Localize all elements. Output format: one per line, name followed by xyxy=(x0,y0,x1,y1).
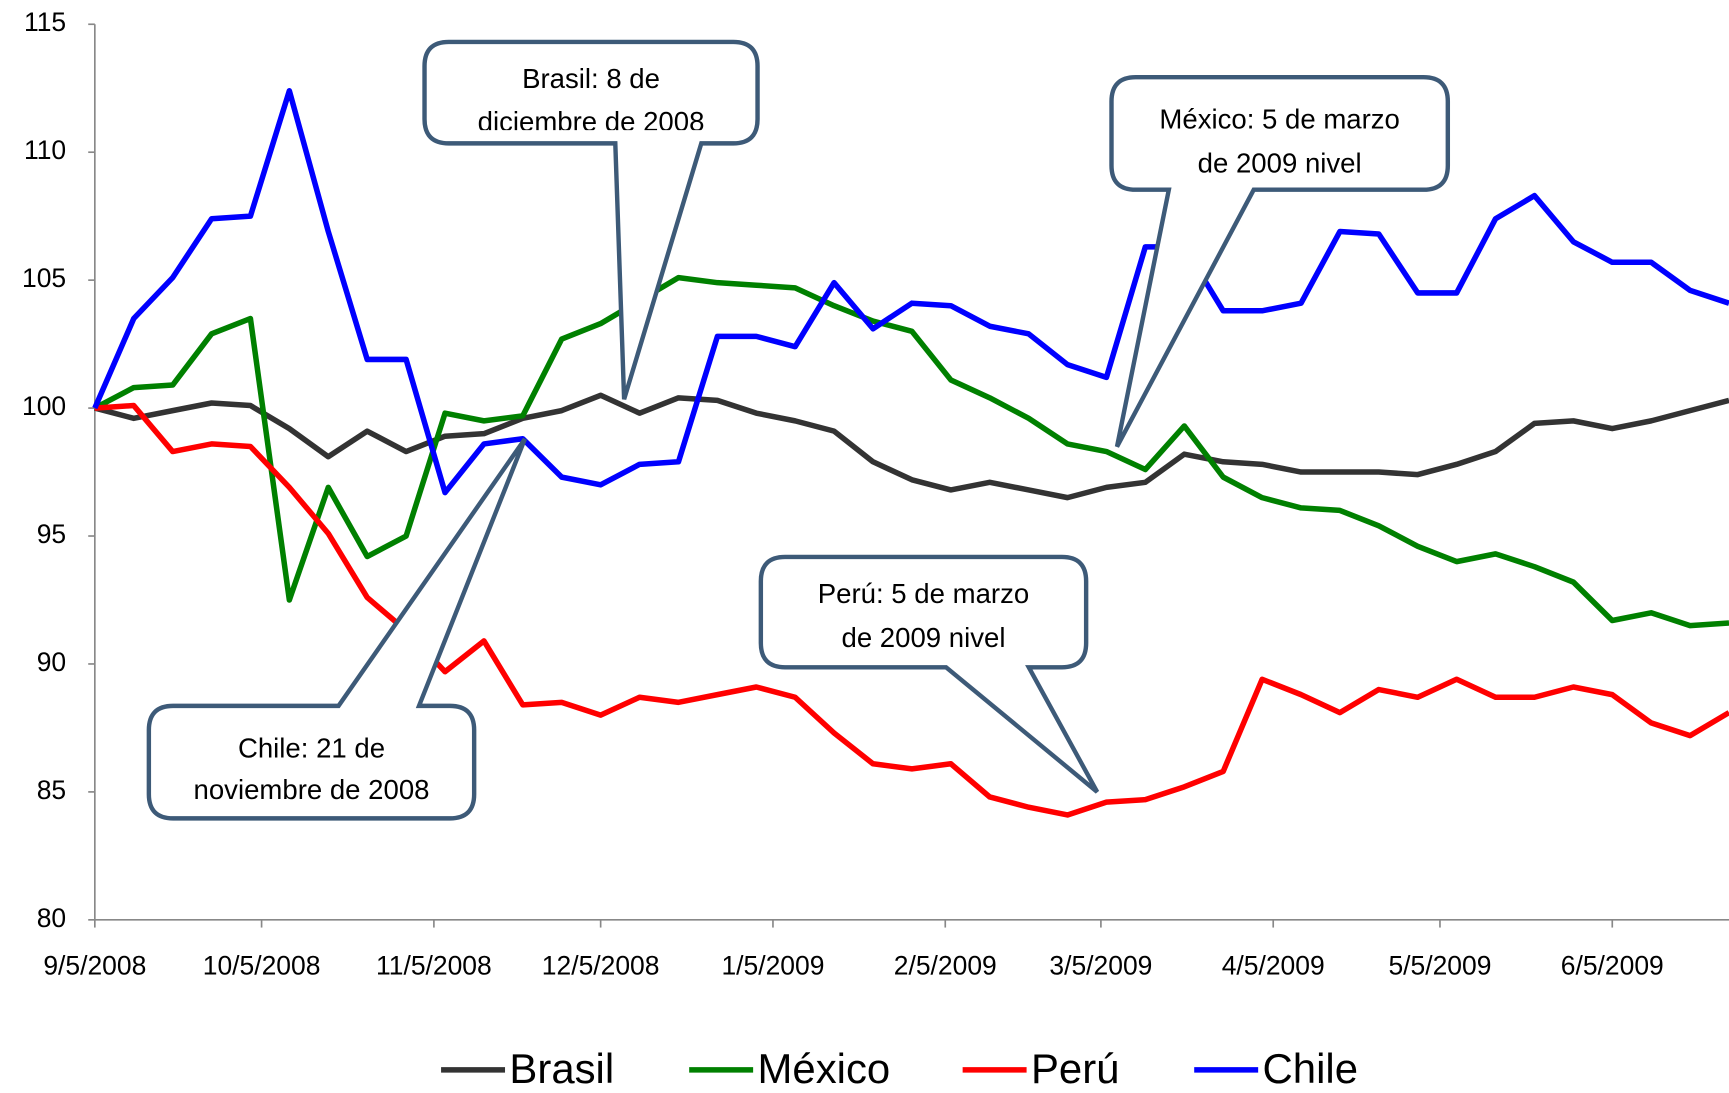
callout-line: México: 5 de marzo xyxy=(1159,104,1399,135)
y-tick-label: 95 xyxy=(37,519,66,549)
x-tick-label: 9/5/2008 xyxy=(43,950,146,980)
callout-line: Chile: 21 de xyxy=(238,732,385,763)
callout-line: de 2009 nivel xyxy=(1198,148,1362,179)
legend-label: Brasil xyxy=(509,1045,614,1092)
callout-line: de 2009 nivel xyxy=(842,622,1006,653)
y-tick-label: 80 xyxy=(37,903,66,933)
series-line xyxy=(94,392,1729,501)
y-tick-label: 100 xyxy=(22,391,66,421)
callout-line: Perú: 5 de marzo xyxy=(818,578,1029,609)
y-tick-label: 85 xyxy=(37,775,66,805)
callout xyxy=(1109,74,1451,448)
y-tick-label: 115 xyxy=(24,7,66,37)
legend-label: México xyxy=(758,1045,891,1092)
callout-line: diciembre de 2008 xyxy=(478,106,705,137)
callout-line: noviembre de 2008 xyxy=(194,774,430,805)
series-line xyxy=(93,274,1729,629)
callout-text: Brasil: 8 de diciembre de 2008 xyxy=(478,63,705,137)
callout-text: México: 5 de marzo de 2009 nivel xyxy=(1159,104,1399,179)
y-tick-label: 105 xyxy=(22,263,66,293)
y-tick-label: 110 xyxy=(24,135,66,165)
x-tick-label: 2/5/2009 xyxy=(894,950,997,980)
x-tick-label: 6/5/2009 xyxy=(1561,950,1664,980)
callout xyxy=(758,554,1100,794)
x-tick-label: 1/5/2009 xyxy=(721,950,824,980)
legend-label: Perú xyxy=(1031,1045,1119,1092)
legend-label: Chile xyxy=(1263,1045,1358,1092)
x-tick-label: 12/5/2008 xyxy=(542,950,660,980)
series-line xyxy=(94,402,1729,818)
series-line xyxy=(92,88,1729,496)
callout xyxy=(146,437,527,821)
x-tick-label: 10/5/2008 xyxy=(203,950,321,980)
x-tick-label: 5/5/2009 xyxy=(1388,950,1491,980)
callout-line: Brasil: 8 de xyxy=(522,63,660,94)
x-tick-label: 11/5/2008 xyxy=(376,950,492,980)
callout xyxy=(422,39,760,400)
y-tick-label: 90 xyxy=(37,647,66,677)
callout-text: Chile: 21 de noviembre de 2008 xyxy=(194,732,430,805)
callout-text: Perú: 5 de marzo de 2009 nivel xyxy=(818,578,1029,653)
x-tick-label: 3/5/2009 xyxy=(1049,950,1152,980)
x-tick-label: 4/5/2009 xyxy=(1222,950,1325,980)
